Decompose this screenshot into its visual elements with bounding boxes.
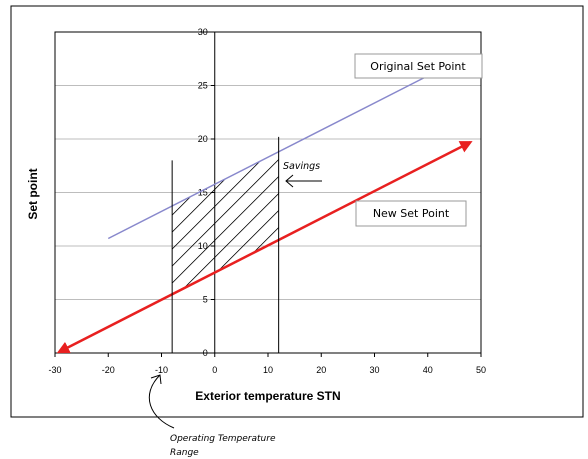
x-tick-label: 50 (476, 365, 486, 375)
y-tick-label: 10 (198, 241, 208, 251)
new-set-point-callout-label: New Set Point (373, 207, 450, 220)
new-set-point-callout: New Set Point (355, 200, 467, 227)
operating-range-lines (171, 136, 280, 353)
x-tick-label: 20 (316, 365, 326, 375)
original-set-point-callout-label: Original Set Point (370, 60, 466, 73)
x-tick-label: 40 (423, 365, 433, 375)
y-tick-label: 25 (198, 81, 208, 91)
y-tick-label: 30 (198, 27, 208, 37)
x-tick-label: -20 (102, 365, 115, 375)
chart-frame (10, 5, 584, 418)
y-tick-label: 5 (203, 295, 208, 305)
operating-range-leader (148, 374, 175, 429)
x-tick-label: -30 (48, 365, 61, 375)
x-tick-label: 10 (263, 365, 273, 375)
series-new-set-point (56, 141, 473, 354)
x-tick-labels: -30 -20 -10 0 10 20 30 40 50 (48, 365, 486, 375)
x-axis-title: Exterior temperature STN (195, 389, 340, 403)
operating-range-label-line1: Operating Temperature (170, 434, 276, 444)
y-axis-title: Set point (26, 168, 40, 219)
x-tick-label: -10 (155, 365, 168, 375)
savings-label: Savings (283, 161, 320, 172)
new-set-point-callout-box (355, 200, 467, 227)
original-set-point-callout: Original Set Point (354, 53, 483, 79)
operating-range-label-line2: Range (170, 448, 199, 458)
y-tick-label: 20 (198, 134, 208, 144)
series-layer (56, 75, 473, 354)
savings-arrow (285, 174, 322, 188)
y-tick-label: 0 (203, 348, 208, 358)
x-tick-label: 30 (369, 365, 379, 375)
operating-range-leader-arrowhead (150, 374, 162, 385)
x-tick-label: 0 (212, 365, 217, 375)
original-set-point-callout-box (354, 53, 483, 79)
